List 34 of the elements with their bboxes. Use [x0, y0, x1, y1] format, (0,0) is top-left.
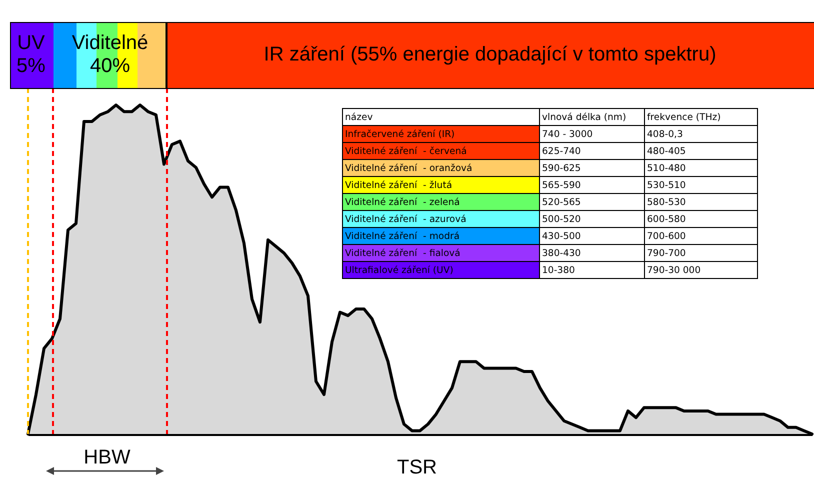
annotation: 625-740: [540, 142, 644, 160]
annotation: Viditelné záření - žlutá: [342, 176, 540, 194]
annotation: 600-580: [644, 210, 758, 228]
annotation: Viditelné záření - oranžová: [342, 160, 540, 176]
text: HBW: [84, 446, 130, 470]
annotation: 530-510: [644, 176, 758, 194]
annotation: název: [342, 108, 540, 126]
annotation: 790-700: [644, 244, 758, 262]
annotation: Ultrafialové záření (UV): [342, 262, 540, 278]
annotation: 408-0,3: [644, 126, 758, 142]
annotation: Viditelné záření - fialová: [342, 244, 540, 262]
annotation: 790-30 000: [644, 262, 758, 278]
annotation: Viditelné záření - zelená: [342, 194, 540, 210]
annotation: Infračervené záření (IR): [342, 126, 540, 142]
annotation: 590-625: [540, 160, 644, 176]
annotation: 380-430: [540, 244, 644, 262]
annotation: 740 - 3000: [540, 126, 644, 142]
annotation: 580-530: [644, 194, 758, 210]
annotation: 510-480: [644, 160, 758, 176]
annotation: Viditelné záření - modrá: [342, 228, 540, 244]
annotation: 700-600: [644, 228, 758, 244]
annotation: vlnová délka (nm): [540, 108, 644, 126]
annotation: 520-565: [540, 194, 644, 210]
annotation: Viditelné záření - azurová: [342, 210, 540, 228]
annotation: Viditelné záření - červená: [342, 142, 540, 160]
text: TSR: [397, 456, 437, 480]
annotation: 565-590: [540, 176, 644, 194]
annotation: 500-520: [540, 210, 644, 228]
annotation: frekvence (THz): [644, 108, 758, 126]
annotation: 480-405: [644, 142, 758, 160]
text: UV 5%: [16, 32, 46, 78]
annotation: 10-380: [540, 262, 644, 278]
text: IR záření (55% energie dopadající v tomto spektru): [264, 44, 716, 66]
annotation: 430-500: [540, 228, 644, 244]
